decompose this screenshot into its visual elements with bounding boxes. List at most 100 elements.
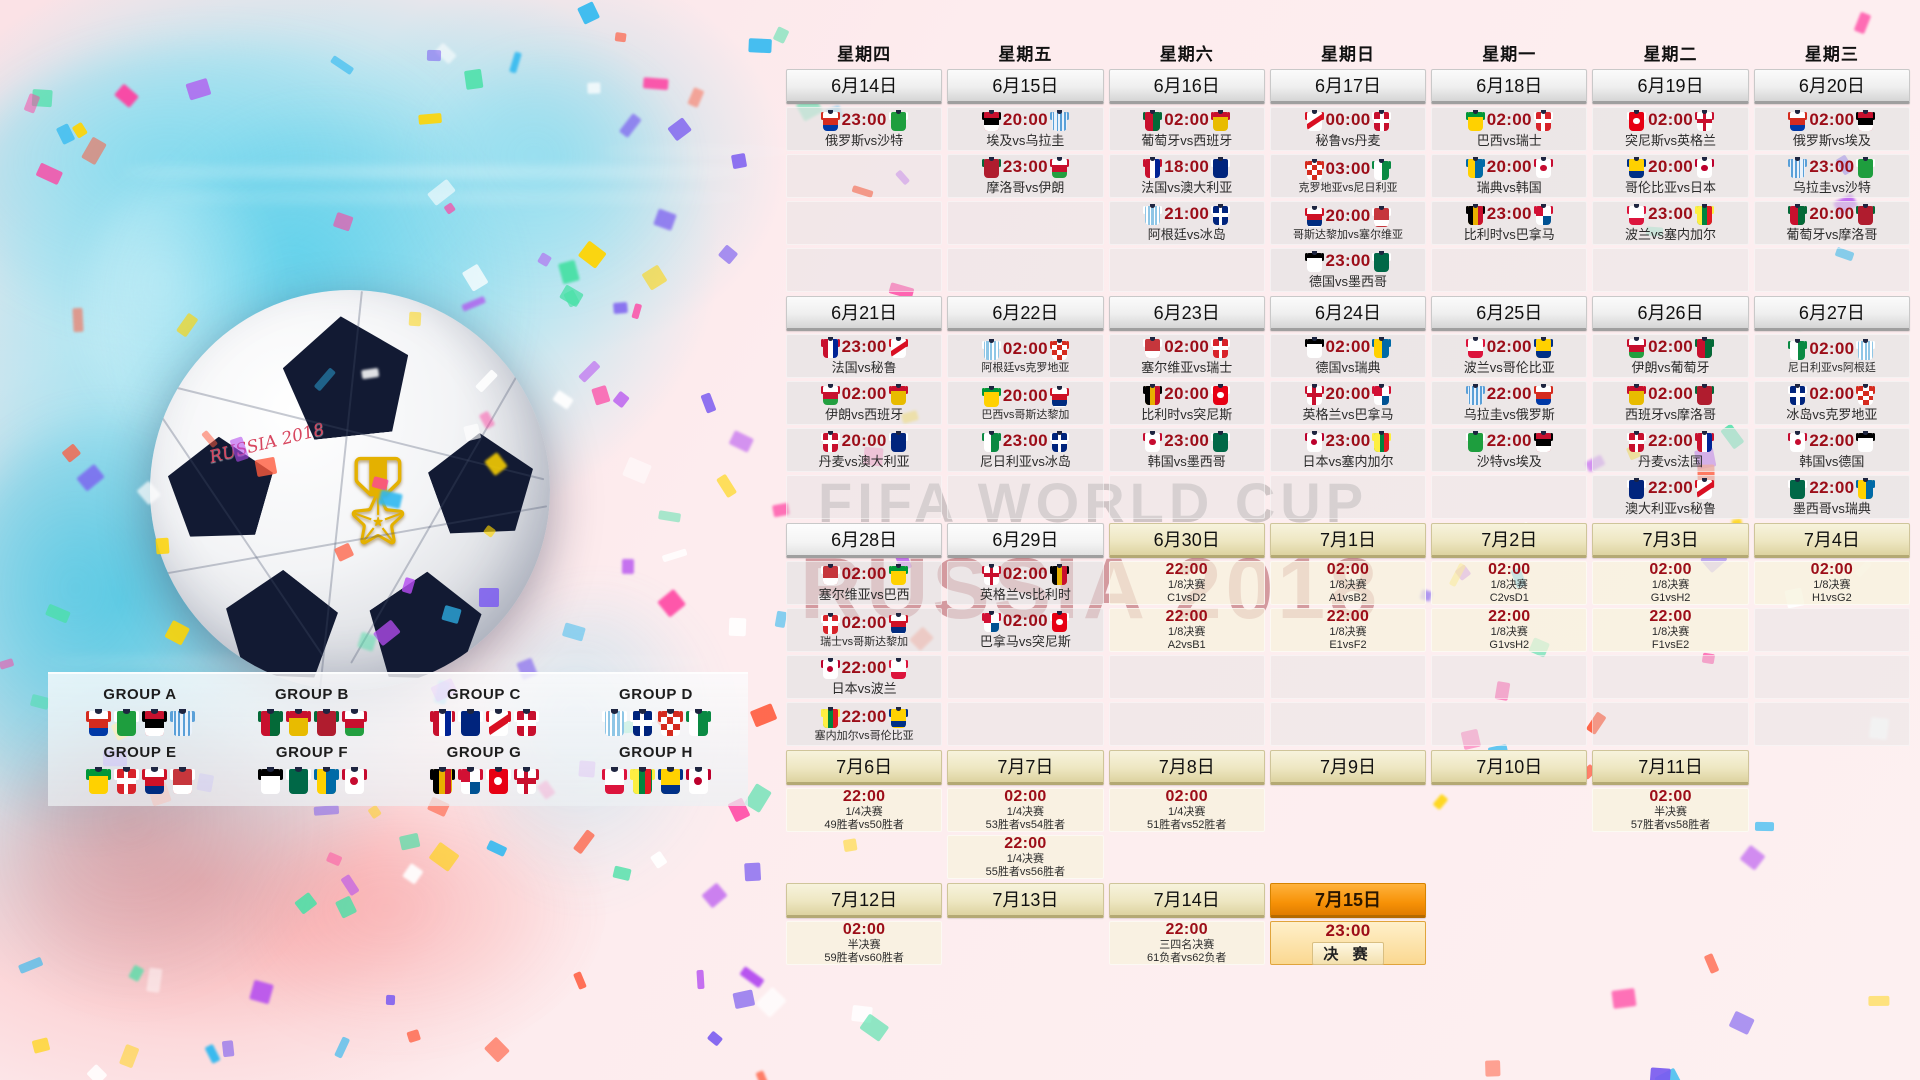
match-card[interactable]: 02:00 巴西vs瑞士 — [1431, 107, 1588, 151]
calendar-date-cell[interactable]: 7月8日 — [1108, 750, 1265, 785]
match-card[interactable]: 20:00 埃及vs乌拉圭 — [947, 107, 1104, 151]
calendar-date-cell[interactable]: 7月10日 — [1431, 750, 1588, 785]
knockout-match-card[interactable]: 02:00 1/4决赛 51胜者vs52胜者 — [1108, 788, 1265, 832]
match-card[interactable]: 23:00 日本vs塞内加尔 — [1269, 428, 1427, 472]
calendar-date-cell[interactable]: 7月3日 — [1592, 523, 1749, 558]
match-card[interactable]: 02:00 塞尔维亚vs巴西 — [786, 561, 943, 605]
calendar-date-cell[interactable]: 6月17日 — [1269, 69, 1427, 104]
knockout-match-card[interactable]: 22:00 1/8决赛 A2vsB1 — [1108, 608, 1265, 652]
match-card[interactable]: 18:00 法国vs澳大利亚 — [1108, 154, 1265, 198]
knockout-match-card[interactable]: 02:00 1/8决赛 G1vsH2 — [1592, 561, 1749, 605]
calendar-date-cell[interactable]: 6月28日 — [786, 523, 943, 558]
calendar-date-cell[interactable]: 7月12日 — [786, 883, 943, 918]
knockout-match-card[interactable]: 22:00 1/8决赛 F1vsE2 — [1592, 608, 1749, 652]
match-card[interactable]: 23:00 法国vs秘鲁 — [786, 334, 943, 378]
match-card[interactable]: 20:00 瑞典vs韩国 — [1431, 154, 1588, 198]
calendar-date-cell[interactable]: 6月21日 — [786, 296, 943, 331]
match-card[interactable]: 23:00 波兰vs塞内加尔 — [1592, 201, 1749, 245]
match-card[interactable]: 20:00 哥伦比亚vs日本 — [1592, 154, 1749, 198]
match-card[interactable]: 02:00 冰岛vs克罗地亚 — [1753, 381, 1910, 425]
match-card[interactable]: 02:00 巴拿马vs突尼斯 — [947, 608, 1104, 652]
calendar-date-cell[interactable]: 6月22日 — [947, 296, 1104, 331]
match-card[interactable]: 22:00 丹麦vs法国 — [1592, 428, 1749, 472]
match-card[interactable]: 22:00 韩国vs德国 — [1753, 428, 1910, 472]
match-card[interactable]: 23:00 摩洛哥vs伊朗 — [947, 154, 1104, 198]
match-card[interactable]: 21:00 阿根廷vs冰岛 — [1108, 201, 1265, 245]
knockout-pairing: A2vsB1 — [1167, 639, 1206, 651]
calendar-date-cell[interactable]: 6月27日 — [1753, 296, 1910, 331]
match-card[interactable]: 02:00 英格兰vs比利时 — [947, 561, 1104, 605]
match-card[interactable]: 23:00 乌拉圭vs沙特 — [1753, 154, 1910, 198]
calendar-date-cell[interactable]: 6月14日 — [786, 69, 943, 104]
knockout-match-card[interactable]: 22:00 1/4决赛 55胜者vs56胜者 — [947, 835, 1104, 879]
calendar-date-cell[interactable]: 6月16日 — [1108, 69, 1265, 104]
knockout-match-card[interactable]: 02:00 半决赛 59胜者vs60胜者 — [786, 921, 943, 965]
match-card[interactable]: 02:00 瑞士vs哥斯达黎加 — [786, 608, 943, 652]
match-card[interactable]: 02:00 伊朗vs葡萄牙 — [1592, 334, 1749, 378]
calendar-date-cell[interactable]: 6月25日 — [1431, 296, 1588, 331]
calendar-date-cell[interactable]: 6月23日 — [1108, 296, 1265, 331]
knockout-match-card[interactable]: 02:00 1/8决赛 A1vsB2 — [1269, 561, 1427, 605]
match-card[interactable]: 02:00 葡萄牙vs西班牙 — [1108, 107, 1265, 151]
match-card[interactable]: 22:00 墨西哥vs瑞典 — [1753, 475, 1910, 519]
match-card[interactable]: 20:00 丹麦vs澳大利亚 — [786, 428, 943, 472]
knockout-match-card[interactable]: 02:00 半决赛 57胜者vs58胜者 — [1592, 788, 1749, 832]
calendar-date-cell[interactable]: 7月9日 — [1269, 750, 1427, 785]
match-card[interactable]: 23:00 比利时vs巴拿马 — [1431, 201, 1588, 245]
match-card[interactable]: 03:00 克罗地亚vs尼日利亚 — [1269, 154, 1427, 198]
calendar-date-cell[interactable]: 6月26日 — [1592, 296, 1749, 331]
knockout-match-card[interactable]: 22:00 三四名决赛 61负者vs62负者 — [1108, 921, 1265, 965]
calendar-date-cell[interactable]: 6月18日 — [1431, 69, 1588, 104]
match-card[interactable]: 20:00 比利时vs突尼斯 — [1108, 381, 1265, 425]
jersey-icon-serbia — [820, 563, 840, 585]
calendar-date-cell[interactable]: 7月14日 — [1108, 883, 1265, 918]
calendar-date-cell[interactable]: 7月7日 — [947, 750, 1104, 785]
calendar-date-cell[interactable]: 7月6日 — [786, 750, 943, 785]
match-card[interactable]: 20:00 巴西vs哥斯达黎加 — [947, 381, 1104, 425]
knockout-match-card[interactable]: 22:00 1/8决赛 G1vsH2 — [1431, 608, 1588, 652]
calendar-date-cell[interactable]: 6月20日 — [1753, 69, 1910, 104]
match-card[interactable]: 00:00 秘鲁vs丹麦 — [1269, 107, 1427, 151]
calendar-date-cell[interactable]: 7月4日 — [1753, 523, 1910, 558]
calendar-date-cell[interactable]: 7月11日 — [1592, 750, 1749, 785]
match-card[interactable]: 02:00 俄罗斯vs埃及 — [1753, 107, 1910, 151]
calendar-date-cell[interactable]: 6月30日 — [1108, 523, 1265, 558]
knockout-match-card[interactable]: 02:00 1/8决赛 C2vsD1 — [1431, 561, 1588, 605]
match-card[interactable]: 02:00 伊朗vs西班牙 — [786, 381, 943, 425]
match-card[interactable]: 23:00 韩国vs墨西哥 — [1108, 428, 1265, 472]
match-card[interactable]: 02:00 西班牙vs摩洛哥 — [1592, 381, 1749, 425]
match-card[interactable]: 23:00 尼日利亚vs冰岛 — [947, 428, 1104, 472]
match-card[interactable]: 02:00 尼日利亚vs阿根廷 — [1753, 334, 1910, 378]
match-card[interactable]: 02:00 波兰vs哥伦比亚 — [1431, 334, 1588, 378]
knockout-match-card[interactable]: 22:00 1/8决赛 E1vsF2 — [1269, 608, 1427, 652]
jersey-pattern — [270, 711, 280, 736]
calendar-date-cell[interactable]: 6月24日 — [1269, 296, 1427, 331]
match-card[interactable]: 22:00 沙特vs埃及 — [1431, 428, 1588, 472]
knockout-match-card[interactable]: 02:00 1/8决赛 H1vsG2 — [1753, 561, 1910, 605]
calendar-date-cell[interactable]: 7月13日 — [947, 883, 1104, 918]
match-card[interactable]: 22:00 澳大利亚vs秘鲁 — [1592, 475, 1749, 519]
calendar-date-cell[interactable]: 7月15日 — [1269, 883, 1427, 918]
final-match-card[interactable]: 23:00 决 赛 — [1269, 921, 1427, 965]
calendar-date-cell[interactable]: 7月2日 — [1431, 523, 1588, 558]
calendar-date-cell[interactable]: 6月29日 — [947, 523, 1104, 558]
match-card[interactable]: 20:00 哥斯达黎加vs塞尔维亚 — [1269, 201, 1427, 245]
calendar-date-cell[interactable]: 6月15日 — [947, 69, 1104, 104]
calendar-date-cell[interactable]: 6月19日 — [1592, 69, 1749, 104]
match-card[interactable]: 22:00 乌拉圭vs俄罗斯 — [1431, 381, 1588, 425]
match-card[interactable]: 02:00 阿根廷vs克罗地亚 — [947, 334, 1104, 378]
match-card[interactable]: 22:00 塞内加尔vs哥伦比亚 — [786, 702, 943, 746]
knockout-match-card[interactable]: 22:00 1/8决赛 C1vsD2 — [1108, 561, 1265, 605]
match-card[interactable]: 23:00 俄罗斯vs沙特 — [786, 107, 943, 151]
knockout-match-card[interactable]: 22:00 1/4决赛 49胜者vs50胜者 — [786, 788, 943, 832]
calendar-date-cell[interactable]: 7月1日 — [1269, 523, 1427, 558]
jersey-icon-costarica — [1304, 205, 1324, 227]
match-card[interactable]: 02:00 突尼斯vs英格兰 — [1592, 107, 1749, 151]
match-card[interactable]: 22:00 日本vs波兰 — [786, 655, 943, 699]
knockout-match-card[interactable]: 02:00 1/4决赛 53胜者vs54胜者 — [947, 788, 1104, 832]
match-card[interactable]: 02:00 塞尔维亚vs瑞士 — [1108, 334, 1265, 378]
match-card[interactable]: 02:00 德国vs瑞典 — [1269, 334, 1427, 378]
match-card[interactable]: 20:00 葡萄牙vs摩洛哥 — [1753, 201, 1910, 245]
match-card[interactable]: 20:00 英格兰vs巴拿马 — [1269, 381, 1427, 425]
match-card[interactable]: 23:00 德国vs墨西哥 — [1269, 248, 1427, 292]
